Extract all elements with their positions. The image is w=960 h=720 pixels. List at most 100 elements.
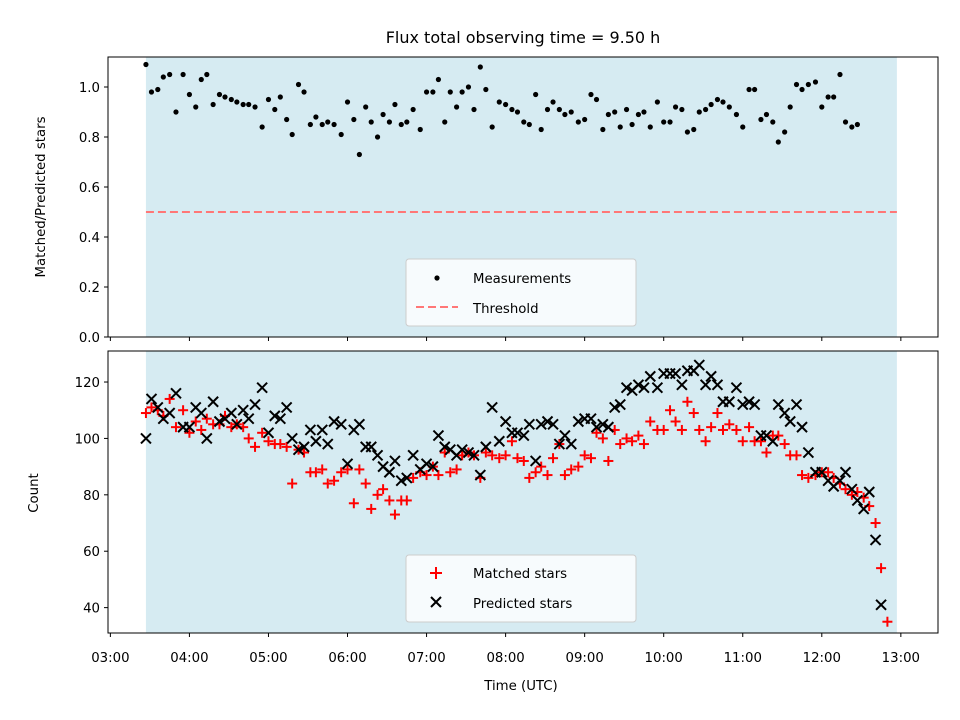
matched-star-point <box>737 436 748 447</box>
measurement-point <box>289 131 295 138</box>
bottom-xtick-label: 06:00 <box>328 651 366 666</box>
matched-star-point <box>566 464 577 475</box>
bottom-xtick-label: 07:00 <box>407 651 445 666</box>
measurement-point <box>392 101 398 108</box>
matched-star-point <box>761 447 772 458</box>
predicted-star-point <box>462 446 475 459</box>
top-ytick-label: 0.0 <box>79 331 100 346</box>
predicted-star-point <box>395 475 407 487</box>
measurement-point <box>301 89 307 95</box>
bottom-panel: 40 60 80 100 120 03:00 04:00 05:00 06:00 07:00 08… <box>27 350 939 694</box>
measurement-point <box>509 106 515 113</box>
matched-star-point <box>433 470 444 481</box>
measurement-point <box>272 106 278 113</box>
measurement-point <box>198 76 204 83</box>
matched-star-point <box>591 427 602 438</box>
predicted-star-point <box>292 443 305 456</box>
matched-star-point <box>354 464 365 475</box>
matched-star-point <box>401 495 412 506</box>
predicted-star-point <box>225 407 238 419</box>
matched-star-point <box>336 467 347 478</box>
predicted-star-point <box>676 379 688 391</box>
matched-star-point <box>170 422 181 433</box>
measurement-point <box>173 109 179 115</box>
measurement-point <box>746 86 752 93</box>
predicted-star-point <box>486 401 498 414</box>
predicted-star-point <box>280 401 293 414</box>
measurement-point <box>708 101 714 108</box>
measurement-point <box>143 61 149 68</box>
measurement-point <box>351 116 357 123</box>
measurement-point <box>331 121 337 128</box>
matched-star-point <box>530 467 541 478</box>
matched-star-point <box>512 453 523 464</box>
predicted-star-point <box>183 421 196 433</box>
measurement-point <box>550 99 556 105</box>
matched-star-point <box>146 402 157 413</box>
matched-star-point <box>573 461 584 472</box>
predicted-star-point <box>335 418 347 431</box>
measurement-point <box>612 109 618 115</box>
matched-star-point <box>682 396 693 407</box>
bottom-plot-frame <box>107 350 939 634</box>
measurement-point <box>714 96 721 103</box>
matched-star-point <box>670 416 681 427</box>
legend-matched-label: Matched stars <box>473 567 567 582</box>
matched-star-point <box>500 450 511 461</box>
matched-star-point <box>882 616 893 627</box>
measurement-point <box>295 81 302 88</box>
predicted-star-point <box>529 455 542 467</box>
matched-star-point <box>744 422 755 433</box>
measurement-point <box>430 89 436 95</box>
matched-star-point <box>676 424 687 435</box>
predicted-star-point <box>365 441 377 453</box>
matched-star-point <box>731 424 742 435</box>
predicted-star-point <box>784 415 796 428</box>
measurement-point <box>672 104 679 110</box>
top-legend: Measurements Threshold <box>405 258 637 327</box>
measurement-point <box>356 151 362 158</box>
predicted-star-point <box>711 379 724 391</box>
predicted-star-point <box>730 381 743 394</box>
predicted-star-point <box>383 466 396 478</box>
matched-star-point <box>451 464 462 475</box>
measurement-point <box>684 129 691 135</box>
predicted-star-point <box>274 412 287 425</box>
predicted-star-point <box>286 432 298 445</box>
bottom-xtick-label: 13:00 <box>882 651 920 666</box>
top-panel: 0.0 0.2 0.4 0.6 0.8 1.0 Flux total observing … <box>34 28 939 346</box>
measurement-point <box>842 119 849 125</box>
predicted-star-point <box>511 427 524 439</box>
predicted-star-point <box>439 441 451 453</box>
predicted-star-point <box>572 415 585 428</box>
measurement-point <box>740 124 746 130</box>
predicted-star-point <box>796 421 808 433</box>
matched-star-point <box>250 441 261 452</box>
measurement-point <box>514 109 521 115</box>
predicted-star-point <box>480 441 492 453</box>
matched-star-point <box>597 433 608 444</box>
matched-star-point <box>275 439 286 450</box>
matched-star-point <box>823 467 834 478</box>
matched-star-point <box>724 419 735 430</box>
predicted-star-point <box>269 410 281 422</box>
measurement-point <box>775 139 781 145</box>
legend-measurements-label: Measurements <box>473 272 571 287</box>
matched-star-point <box>190 416 201 427</box>
measurement-point <box>417 126 423 133</box>
bottom-xtick-label: 08:00 <box>486 651 524 666</box>
predicted-star-point <box>585 412 597 425</box>
measurement-point <box>641 109 647 115</box>
measurement-point <box>752 86 758 93</box>
predicted-star-point <box>839 466 852 478</box>
measurement-point <box>325 119 331 125</box>
measurement-point <box>496 99 502 105</box>
matched-star-point <box>700 436 711 447</box>
matched-star-point <box>870 518 881 529</box>
predicted-star-point <box>310 435 322 447</box>
matched-star-point <box>243 433 254 444</box>
top-legend-box <box>405 258 637 327</box>
measurement-point <box>398 121 404 128</box>
bottom-y-axis-label: Count <box>27 473 42 513</box>
measurement-point <box>661 119 667 125</box>
